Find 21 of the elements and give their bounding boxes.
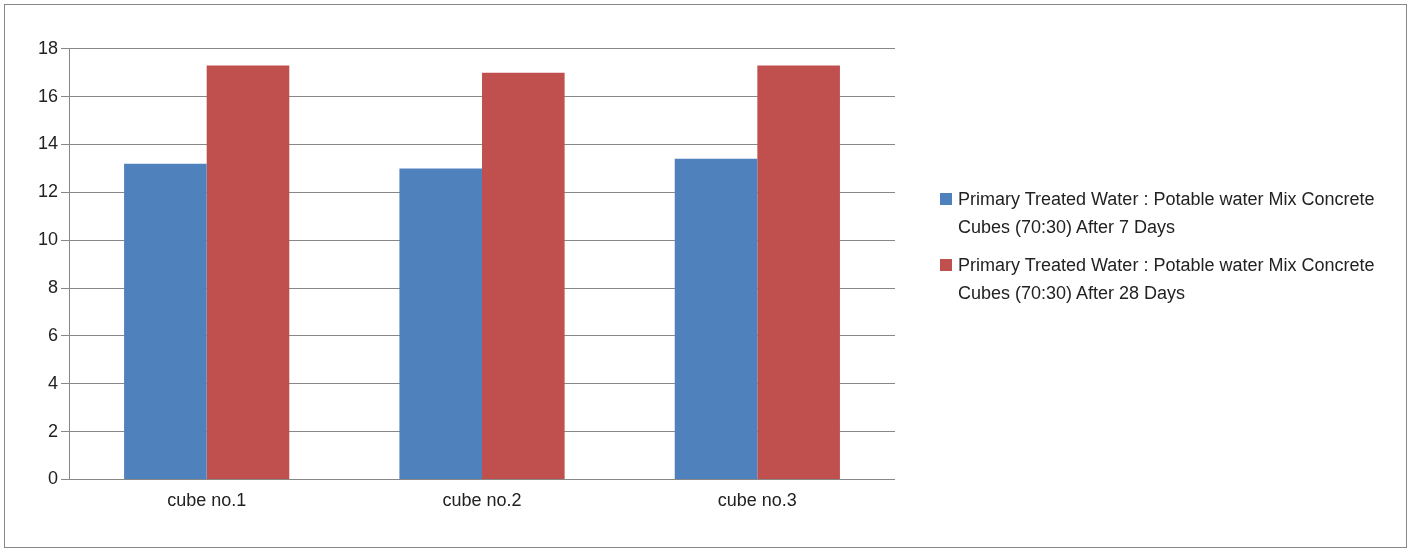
bar	[206, 65, 290, 479]
x-tick-label: cube no.3	[717, 490, 797, 511]
y-tick-label: 8	[48, 276, 59, 297]
legend-label: Primary Treated Water : Potable water Mix Concrete Cubes (70:30) After 7 Days	[958, 188, 1376, 239]
y-tick-label: 0	[48, 468, 59, 489]
bar	[124, 163, 207, 479]
x-tick-label: cube no.2	[442, 490, 522, 511]
legend-label: Primary Treated Water : Potable water Mix Concrete Cubes (70:30) After 28 Days	[958, 254, 1376, 305]
bar	[757, 65, 840, 479]
y-tick-label: 16	[37, 85, 59, 106]
y-tick-label: 2	[48, 420, 59, 441]
bar	[674, 158, 758, 479]
y-tick-label: 10	[37, 229, 59, 250]
y-tick-label: 18	[37, 37, 59, 58]
bar	[399, 168, 483, 479]
y-tick-label: 6	[48, 324, 59, 345]
x-tick-label: cube no.1	[167, 490, 247, 511]
bar	[482, 72, 565, 479]
y-tick-label: 4	[48, 372, 59, 393]
y-tick-label: 12	[37, 181, 59, 202]
y-tick-label: 14	[37, 133, 59, 154]
